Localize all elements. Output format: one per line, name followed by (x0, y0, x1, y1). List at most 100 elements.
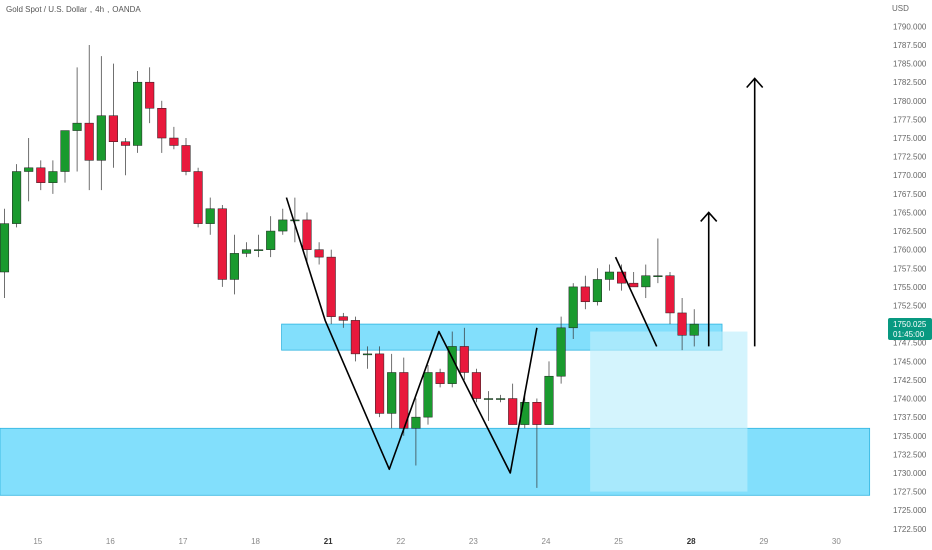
price-axis[interactable]: USD 1722.500 1725.000 1727.500 1730.000 1732… (892, 4, 927, 534)
bearish-candle (629, 282, 639, 288)
bearish-candle (338, 316, 348, 321)
bullish-candle (24, 167, 34, 172)
bearish-candle (145, 81, 155, 109)
exchange-name: OANDA (112, 5, 141, 14)
price-tick-label: 1775.000 (893, 134, 927, 143)
price-badge-price: 1750.025 (893, 320, 927, 329)
price-tick-label: 1755.000 (893, 283, 927, 292)
symbol-name: Gold Spot / U.S. Dollar (6, 5, 87, 14)
bearish-candle (193, 171, 203, 224)
bullish-candle (254, 249, 264, 251)
bearish-candle (302, 219, 312, 250)
bearish-candle (435, 372, 445, 384)
bullish-candle (387, 372, 397, 414)
bullish-candle (48, 171, 58, 183)
bullish-candle (229, 253, 239, 280)
projection-zone (590, 331, 748, 492)
bearish-candle (217, 208, 227, 280)
price-tick-label: 1735.000 (893, 432, 927, 441)
price-tick-label: 1757.500 (893, 264, 927, 273)
price-badge: 1750.025 01:45:00 (888, 318, 932, 340)
bearish-candle (169, 137, 179, 146)
price-tick-label: 1760.000 (893, 246, 927, 255)
price-tick-label: 1770.000 (893, 171, 927, 180)
pattern-line (614, 256, 658, 347)
time-axis[interactable]: 15 16 17 18 21 22 23 24 25 28 29 30 (33, 537, 841, 546)
bullish-candle (544, 375, 554, 425)
bearish-candle (326, 256, 336, 317)
bearish-candle (375, 353, 385, 414)
price-tick-label: 1725.000 (893, 506, 927, 515)
price-tick-label: 1765.000 (893, 208, 927, 217)
bearish-candle (471, 372, 481, 399)
pattern-line (285, 197, 538, 474)
bearish-candle (350, 320, 360, 355)
bullish-candle (653, 275, 663, 277)
bullish-candle (483, 398, 494, 400)
bullish-candle (290, 219, 300, 222)
time-tick-label: 15 (33, 537, 42, 546)
time-tick-label: 22 (396, 537, 405, 546)
price-tick-label: 1730.000 (893, 469, 927, 478)
price-tick-label: 1772.500 (893, 153, 927, 162)
time-tick-label: 18 (251, 537, 260, 546)
price-tick-label: 1780.000 (893, 97, 927, 106)
bullish-candle (278, 219, 288, 232)
bullish-candle (641, 275, 651, 288)
time-tick-label: 30 (832, 537, 841, 546)
price-tick-label: 1787.500 (893, 41, 927, 50)
time-tick-label: 23 (469, 537, 478, 546)
title-separator: , (107, 5, 110, 14)
bullish-candle (362, 353, 373, 356)
price-tick-label: 1747.500 (893, 339, 927, 348)
target-arrow-head (700, 211, 718, 222)
bullish-candle (423, 372, 433, 418)
bullish-candle (60, 130, 70, 172)
bullish-candle (72, 122, 82, 131)
bearish-candle (36, 167, 46, 183)
bullish-candle (556, 327, 566, 377)
bearish-candle (508, 398, 518, 425)
price-tick-label: 1742.500 (893, 376, 927, 385)
time-tick-label: 28 (687, 537, 696, 546)
price-tick-label: 1767.500 (893, 190, 927, 199)
time-tick-label: 24 (542, 537, 551, 546)
bullish-candle (241, 249, 252, 254)
bearish-candle (314, 249, 324, 258)
price-tick-label: 1745.000 (893, 357, 927, 366)
price-tick-label: 1722.500 (893, 525, 927, 534)
bearish-candle (459, 346, 469, 373)
price-tick-label: 1762.500 (893, 227, 927, 236)
bearish-candle (677, 312, 687, 336)
bullish-candle (133, 81, 143, 146)
price-badge-box (888, 318, 932, 340)
bullish-candle (0, 223, 10, 273)
time-tick-label: 25 (614, 537, 623, 546)
bearish-candle (157, 108, 167, 139)
bearish-candle (532, 402, 542, 425)
bullish-candle (689, 323, 699, 336)
bearish-candle (580, 286, 590, 303)
price-axis-unit: USD (892, 4, 909, 13)
bullish-candle (568, 286, 578, 329)
bullish-candle (604, 271, 615, 280)
price-tick-label: 1785.000 (893, 60, 927, 69)
time-tick-label: 29 (759, 537, 768, 546)
drawings-layer (285, 77, 764, 474)
bearish-candle (665, 275, 675, 314)
bullish-candle (411, 416, 421, 429)
price-tick-label: 1727.500 (893, 488, 927, 497)
bearish-candle (181, 145, 191, 172)
price-tick-label: 1740.000 (893, 395, 927, 404)
bullish-candle (266, 230, 276, 250)
bearish-candle (108, 115, 118, 142)
price-tick-label: 1752.500 (893, 301, 927, 310)
time-tick-label: 16 (106, 537, 115, 546)
bearish-candle (84, 122, 94, 161)
price-badge-countdown: 01:45:00 (893, 330, 925, 339)
price-tick-label: 1777.500 (893, 115, 927, 124)
price-tick-label: 1782.500 (893, 78, 927, 87)
time-tick-label: 17 (179, 537, 188, 546)
price-tick-label: 1732.500 (893, 450, 927, 459)
